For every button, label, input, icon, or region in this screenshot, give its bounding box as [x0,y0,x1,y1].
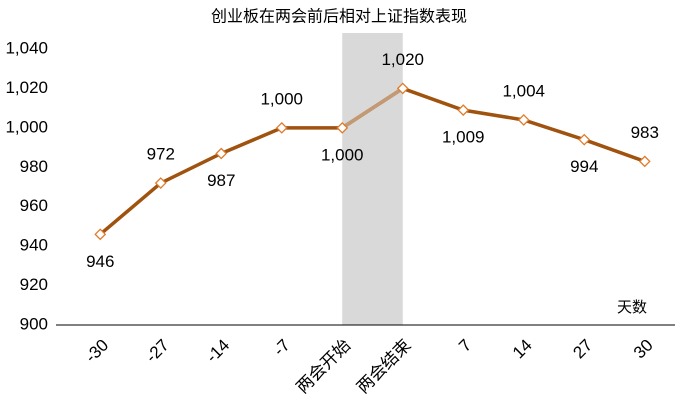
data-label: 1,000 [260,89,303,108]
data-label: 1,020 [381,50,424,69]
point-marker [396,82,409,95]
point-marker [517,114,530,126]
shaded-region [342,33,403,325]
y-tick-label: 960 [20,196,48,215]
y-tick-label: 1,000 [5,117,48,136]
data-label: 1,000 [321,145,364,164]
point-marker [154,177,167,189]
data-label: 1,009 [442,128,485,147]
data-label: 994 [570,157,598,176]
point-marker [94,228,107,241]
y-tick-label: 900 [20,314,48,333]
x-axis-label: 天数 [617,298,647,316]
point-marker [275,121,288,134]
data-label: 987 [207,171,235,190]
point-marker [457,104,470,117]
chart-title: 创业板在两会前后相对上证指数表现 [211,7,467,26]
data-label: 972 [147,145,175,164]
y-tick-label: 1,040 [5,38,48,57]
point-marker [638,155,651,168]
data-label: 946 [86,252,114,271]
data-label: 1,004 [502,81,545,100]
highlight-segment [341,86,404,130]
data-label: 983 [631,123,659,142]
point-marker [336,121,349,134]
y-tick-label: 1,020 [5,78,48,97]
point-marker [578,133,591,146]
y-tick-label: 940 [20,236,48,255]
y-tick-label: 980 [20,157,48,176]
point-marker [215,147,228,160]
y-tick-label: 920 [20,275,48,294]
